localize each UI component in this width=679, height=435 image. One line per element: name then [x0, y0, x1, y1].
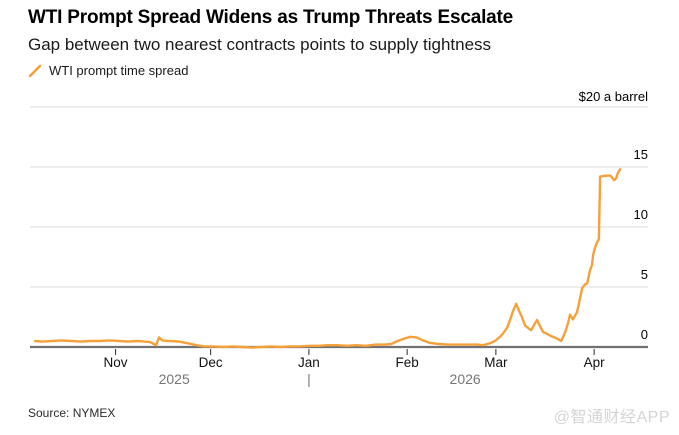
page-subtitle: Gap between two nearest contracts points… [28, 35, 492, 54]
x-tick-label: Jan [298, 355, 320, 370]
y-tick-label: 10 [634, 207, 648, 222]
x-tick-label: Nov [104, 355, 128, 370]
y-tick-label: 0 [641, 327, 648, 342]
source-label: Source: NYMEX [28, 406, 116, 420]
y-tick-label: 15 [634, 147, 648, 162]
legend: WTI prompt time spread [28, 63, 513, 78]
year-label: 2025 [159, 371, 190, 387]
year-label: 2026 [450, 371, 481, 387]
chart-header: WTI Prompt Spread Widens as Trump Threat… [28, 6, 513, 78]
legend-line-icon [28, 64, 42, 77]
y-tick-label: 5 [641, 267, 648, 282]
y-axis-unit-label: $20 a barrel [578, 89, 648, 104]
series-line [33, 168, 622, 349]
x-tick-label: Dec [199, 355, 223, 370]
legend-label: WTI prompt time spread [49, 63, 189, 78]
x-tick-label: Feb [396, 355, 419, 370]
x-tick-label: Apr [584, 355, 606, 370]
watermark: @智通财经APP [553, 409, 670, 426]
legend-line-icon-stroke [28, 64, 42, 77]
x-tick-label: Mar [484, 355, 508, 370]
year-separator: | [307, 371, 311, 387]
page-title: WTI Prompt Spread Widens as Trump Threat… [28, 7, 514, 28]
